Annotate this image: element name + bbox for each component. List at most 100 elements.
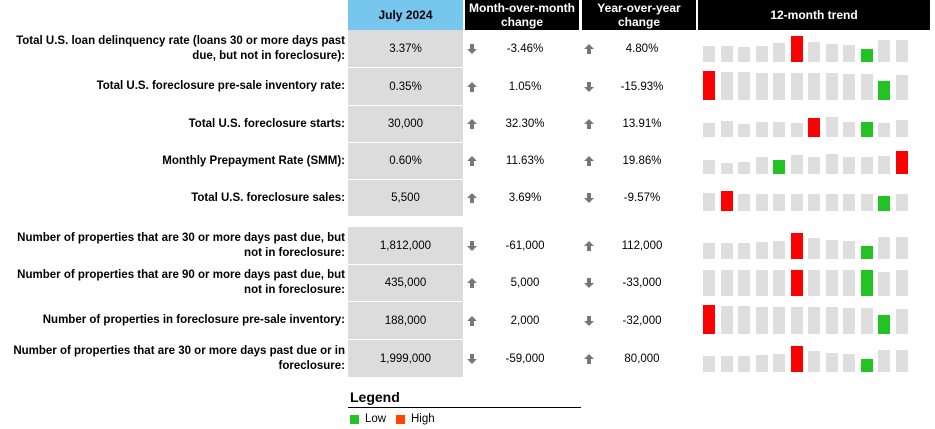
yoy-change: 112,000 (621, 239, 663, 252)
legend-high-swatch (396, 414, 405, 424)
mom-change: -59,000 (505, 352, 545, 365)
table-row: Number of properties in foreclosure pre-… (0, 302, 935, 339)
mom-change: -3.46% (506, 42, 544, 55)
trend-bar (755, 46, 768, 62)
row-label: Number of properties that are 90 or more… (17, 269, 345, 296)
header-current-month: July 2024 (348, 0, 463, 30)
trend-bar (773, 160, 785, 174)
trend-bar (808, 73, 820, 100)
yoy-change: 19.86% (622, 155, 662, 167)
trend-bar (773, 241, 785, 259)
trend-bar (860, 122, 873, 137)
trend-bar (720, 191, 733, 211)
trend-bar (703, 123, 715, 137)
trend-bar (790, 233, 803, 259)
trend-bar (843, 194, 855, 211)
trend-bar (720, 270, 733, 296)
arrow-up-icon (466, 277, 478, 289)
trend-sparkbar (700, 180, 930, 216)
trend-bar (895, 40, 908, 62)
arrow-up-icon (583, 240, 595, 252)
trend-sparkbar (700, 143, 930, 179)
mom-change: -61,000 (505, 239, 545, 252)
arrow-down-icon (583, 192, 595, 204)
trend-bar (790, 36, 803, 62)
trend-bar (825, 353, 838, 372)
trend-bar (808, 238, 820, 259)
trend-bar (825, 117, 838, 137)
trend-bar (703, 193, 715, 211)
arrow-up-icon (466, 155, 478, 167)
trend-bar (860, 49, 873, 62)
trend-bar (703, 243, 715, 259)
mom-change: 1.05% (508, 80, 542, 93)
arrow-down-icon (466, 43, 478, 55)
trend-bar (790, 123, 803, 137)
row-value: 1,999,000 (348, 340, 463, 377)
trend-bar (895, 120, 908, 137)
arrow-down-icon (583, 81, 595, 93)
trend-bar (720, 121, 733, 137)
trend-bar (755, 194, 768, 211)
trend-bar (738, 72, 750, 100)
trend-bar (703, 160, 715, 174)
header-yoy: Year-over-year change (582, 0, 696, 30)
trend-bar (843, 354, 855, 372)
row-value: 5,500 (348, 180, 463, 216)
trend-bar (703, 71, 715, 100)
trend-bar (773, 122, 785, 137)
trend-bar (895, 309, 908, 334)
trend-bar (825, 270, 838, 296)
table-row: Number of properties that are 90 or more… (0, 265, 935, 301)
yoy-change: -15.93% (620, 80, 664, 93)
trend-bar (825, 240, 838, 259)
arrow-down-icon (466, 240, 478, 252)
row-label: Number of properties that are 30 or more… (17, 231, 345, 259)
trend-bar (825, 73, 838, 100)
trend-sparkbar (700, 302, 930, 339)
trend-bar (878, 40, 890, 62)
arrow-down-icon (583, 277, 595, 289)
trend-bar (878, 123, 890, 137)
header-mom: Month-over-month change (465, 0, 579, 30)
trend-bar (790, 346, 803, 372)
table-row: Number of properties that are 30 or more… (0, 340, 935, 377)
trend-bar (808, 118, 820, 137)
row-label: Number of properties that are 30 or more… (13, 344, 345, 372)
trend-bar (860, 308, 873, 334)
yoy-change: 13.91% (622, 118, 662, 130)
legend-high-label: High (411, 413, 435, 425)
row-value: 30,000 (348, 106, 463, 142)
legend-high: High (396, 413, 435, 425)
trend-sparkbar (700, 30, 930, 67)
yoy-change: 4.80% (625, 42, 659, 55)
trend-bar (738, 47, 750, 62)
trend-bar (808, 157, 820, 174)
trend-bar (825, 307, 838, 334)
trend-bar (720, 243, 733, 259)
trend-bar (755, 122, 768, 137)
trend-bar (755, 242, 768, 259)
trend-bar (843, 270, 855, 296)
trend-bar (860, 194, 873, 211)
trend-bar (843, 308, 855, 334)
row-label: Monthly Prepayment Rate (SMM): (162, 154, 345, 167)
trend-bar (790, 194, 803, 211)
trend-bar (860, 246, 873, 259)
row-value: 435,000 (348, 265, 463, 301)
arrow-down-icon (466, 353, 478, 365)
arrow-down-icon (583, 315, 595, 327)
yoy-change: 80,000 (624, 352, 660, 365)
trend-sparkbar (700, 106, 930, 142)
trend-bar (808, 351, 820, 372)
trend-bar (878, 156, 890, 174)
trend-bar (808, 307, 820, 334)
trend-bar (825, 154, 838, 174)
arrow-up-icon (466, 118, 478, 130)
trend-bar (773, 307, 785, 334)
row-label: Total U.S. loan delinquency rate (loans … (16, 34, 345, 62)
trend-bar (755, 355, 768, 372)
trend-bar (895, 194, 908, 211)
trend-bar (895, 237, 908, 259)
trend-bar (720, 46, 733, 62)
